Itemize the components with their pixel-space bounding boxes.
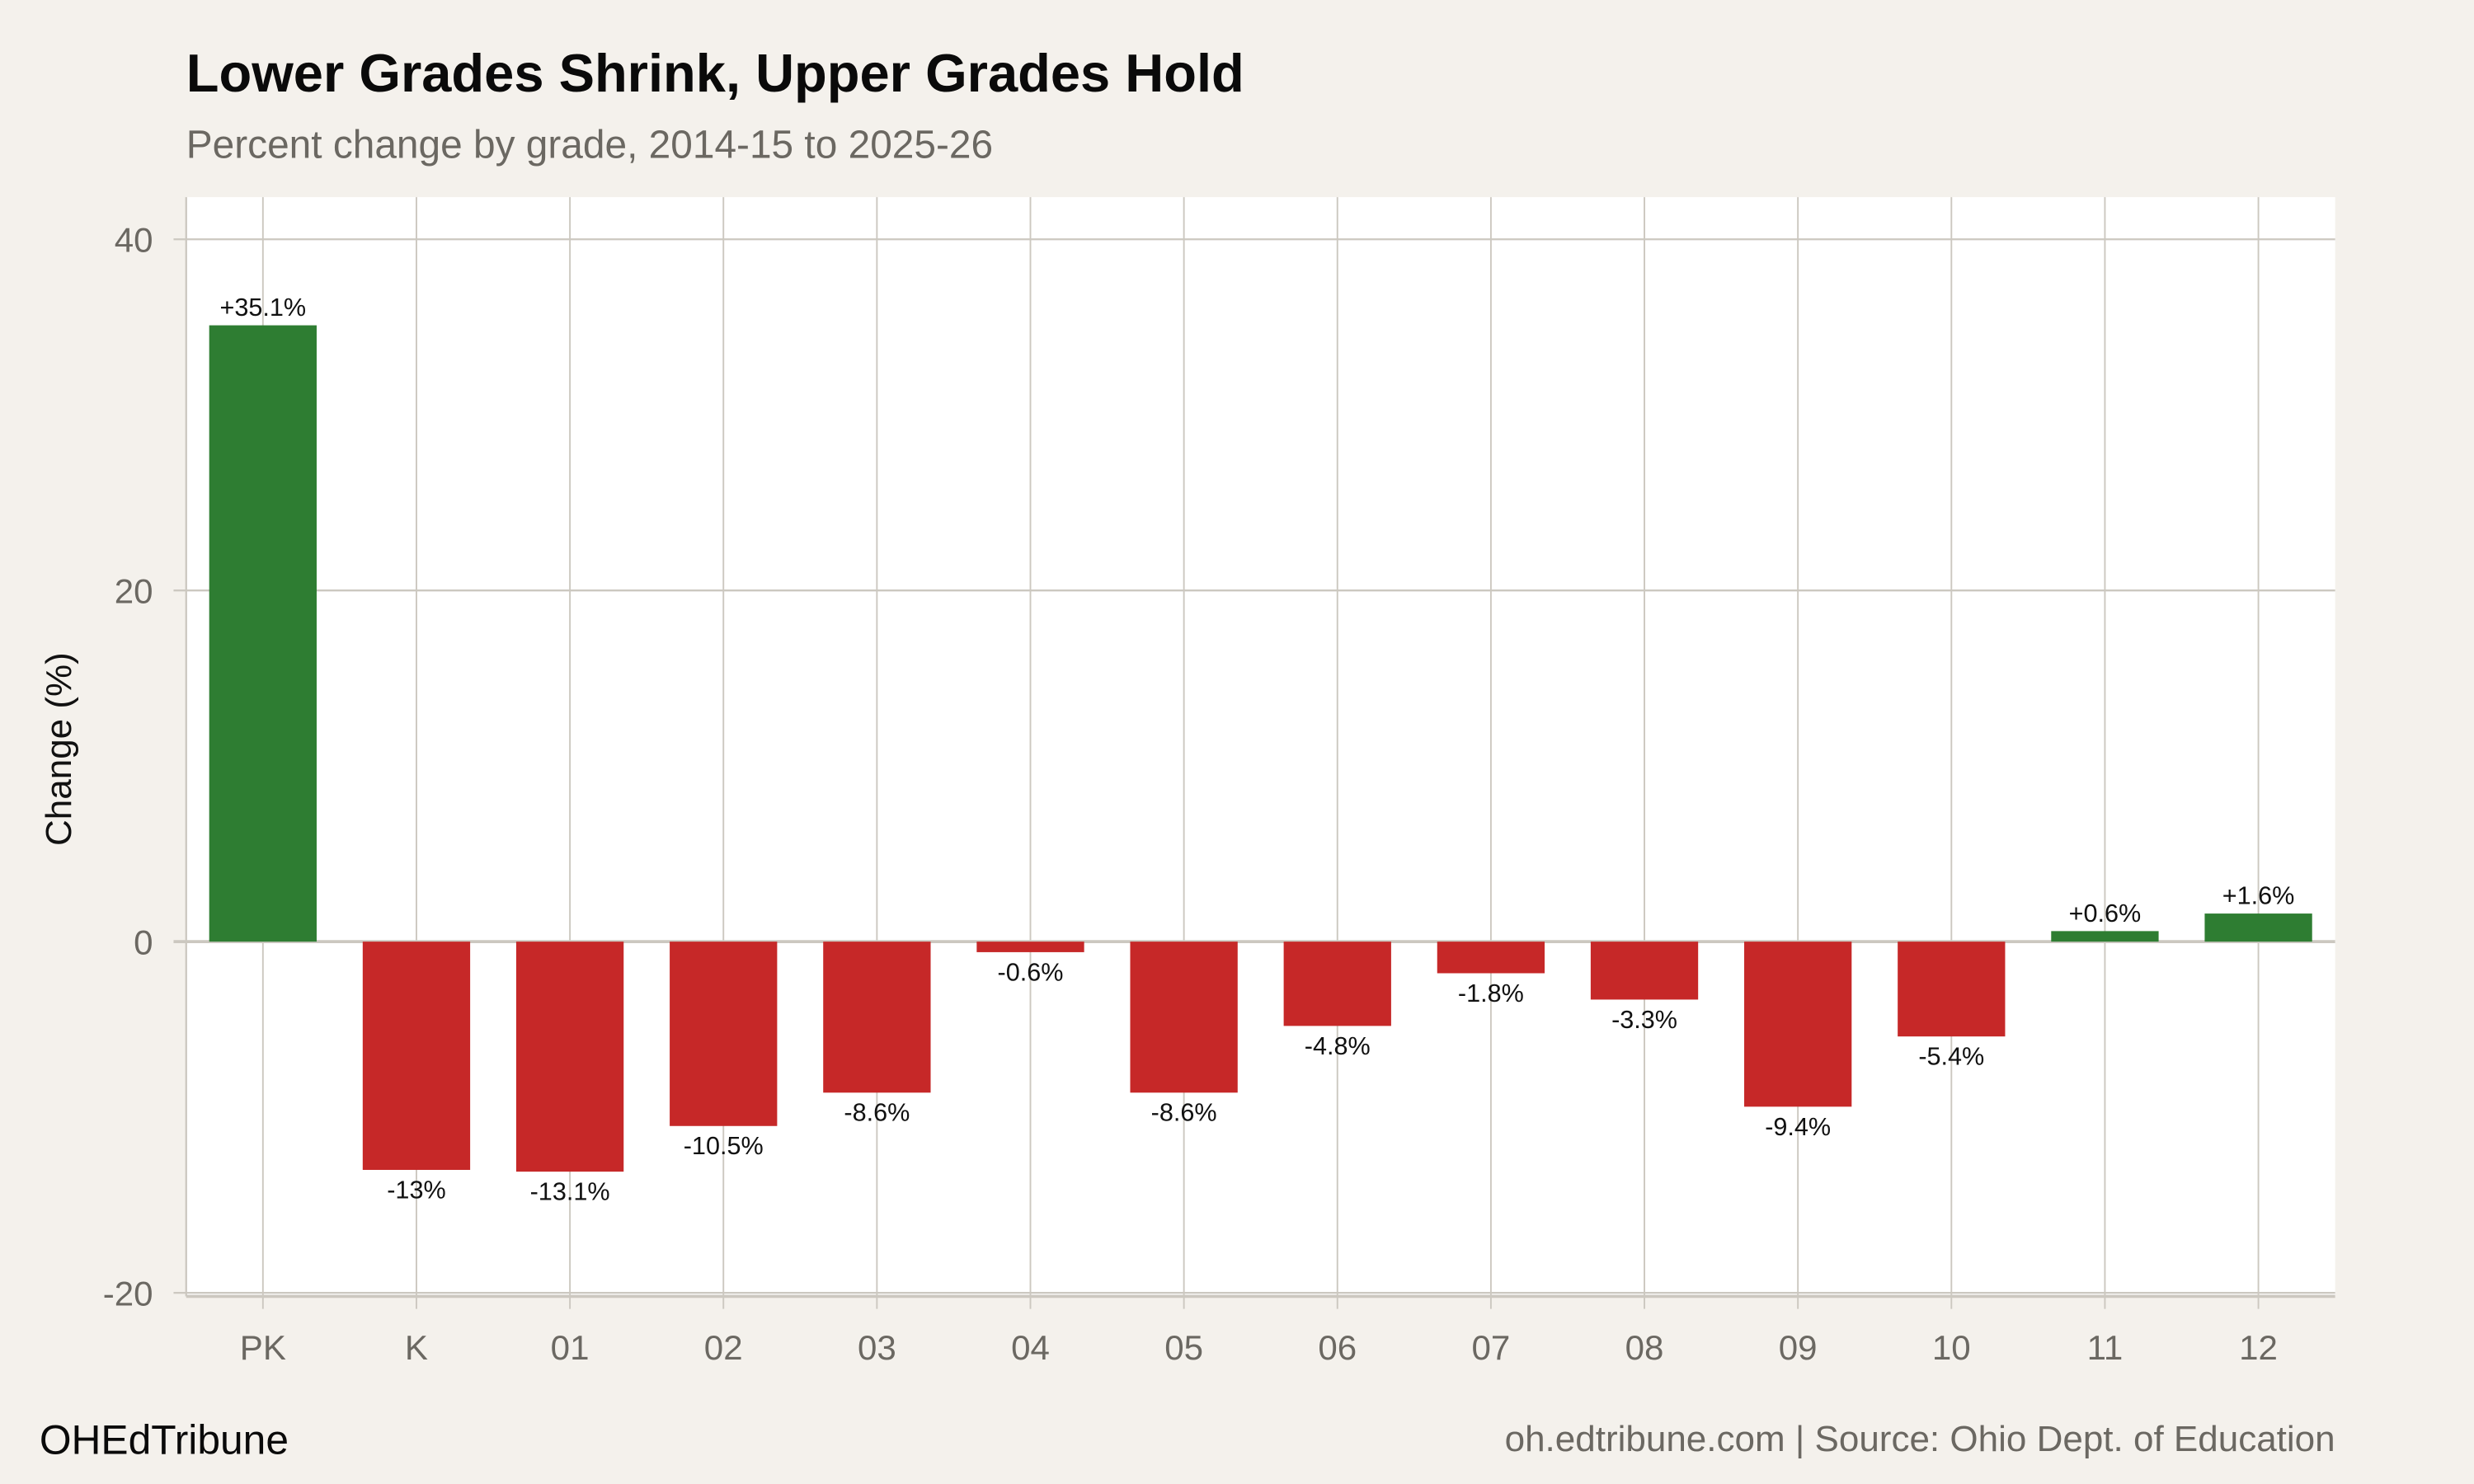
x-tick-label: K — [405, 1328, 428, 1367]
data-label: -9.4% — [1765, 1113, 1831, 1141]
y-axis-ticks: -20 0 20 40 — [103, 221, 153, 1313]
bar-01 — [515, 942, 624, 1172]
x-tick-label: 01 — [551, 1328, 590, 1367]
data-label: +1.6% — [2222, 882, 2295, 910]
data-label: -8.6% — [844, 1099, 910, 1127]
y-tick-label: 20 — [115, 571, 153, 610]
chart-subtitle: Percent change by grade, 2014-15 to 2025… — [186, 123, 993, 167]
y-axis-label: Change (%) — [39, 652, 79, 846]
x-tick-label: 07 — [1471, 1328, 1510, 1367]
x-tick-label: 08 — [1625, 1328, 1664, 1367]
bar-02 — [670, 942, 778, 1126]
data-label: -3.3% — [1611, 1006, 1677, 1034]
y-tick-label: -20 — [103, 1274, 153, 1313]
bar-12 — [2204, 913, 2312, 942]
data-label: -13% — [387, 1176, 445, 1204]
x-tick-label: 03 — [858, 1328, 896, 1367]
x-tick-label: 09 — [1779, 1328, 1818, 1367]
data-label: -10.5% — [684, 1132, 764, 1160]
data-label: -5.4% — [1918, 1043, 1984, 1071]
bar-05 — [1130, 942, 1238, 1093]
brand-label: OHEdTribune — [40, 1417, 289, 1463]
bar-11 — [2051, 931, 2159, 942]
x-tick-label: 05 — [1164, 1328, 1203, 1367]
data-label: -0.6% — [998, 958, 1064, 986]
y-tick-label: 0 — [134, 923, 153, 961]
data-label: -1.8% — [1458, 979, 1524, 1007]
bar-10 — [1898, 942, 2006, 1037]
y-tick-label: 40 — [115, 221, 153, 260]
data-labels: +35.1% -13% -13.1% -10.5% -8.6% -0.6% -8.6% -4.… — [220, 294, 2295, 1205]
bar-07 — [1437, 942, 1545, 974]
data-label: -13.1% — [530, 1178, 610, 1206]
bar-K — [362, 942, 471, 1171]
data-label: +35.1% — [220, 294, 307, 322]
x-tick-label: 06 — [1318, 1328, 1357, 1367]
plot-panel — [186, 197, 2335, 1297]
bar-PK — [209, 325, 317, 942]
x-tick-label: 10 — [1932, 1328, 1971, 1367]
data-label: -8.6% — [1151, 1099, 1217, 1127]
x-axis-ticks: PK K 01 02 03 04 05 06 07 08 09 10 11 12 — [240, 1328, 2278, 1367]
x-tick-label: 02 — [704, 1328, 743, 1367]
data-label: -4.8% — [1305, 1032, 1371, 1060]
source-note: oh.edtribune.com | Source: Ohio Dept. of… — [1505, 1419, 2335, 1459]
x-tick-label: PK — [240, 1328, 286, 1367]
bar-06 — [1283, 942, 1391, 1026]
gridlines — [173, 197, 2335, 1309]
x-tick-label: 12 — [2239, 1328, 2278, 1367]
data-label: +0.6% — [2069, 899, 2142, 928]
bar-03 — [823, 942, 931, 1093]
chart-title: Lower Grades Shrink, Upper Grades Hold — [186, 43, 1244, 103]
bar-09 — [1744, 942, 1852, 1107]
x-tick-label: 04 — [1011, 1328, 1050, 1367]
bar-08 — [1590, 942, 1699, 1000]
bar-04 — [976, 942, 1084, 952]
x-tick-label: 11 — [2087, 1328, 2124, 1367]
bars — [209, 325, 2312, 1172]
